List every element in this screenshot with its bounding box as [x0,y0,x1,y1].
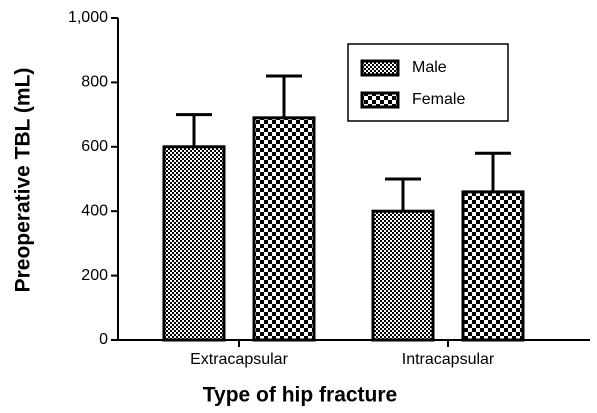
legend-swatch [360,91,400,109]
bar [252,116,316,342]
y-tick-label: 0 [99,331,108,348]
legend-box [347,43,509,122]
y-tick-label: 800 [81,74,108,91]
y-tick-label: 600 [81,138,108,155]
legend-swatch [360,59,400,77]
x-tick-label: Intracapsular [402,351,495,368]
x-tick-label: Extracapsular [190,351,288,368]
legend-label: Male [412,59,447,76]
bar [162,145,226,342]
y-tick-label: 400 [81,202,108,219]
x-axis-label: Type of hip fracture [203,384,397,407]
y-tick-label: 1,000 [68,9,108,26]
y-tick-label: 200 [81,267,108,284]
y-axis-label: Preoperative TBL (mL) [12,68,35,293]
bar [461,190,525,342]
bar [371,209,435,342]
legend-label: Female [412,91,465,108]
